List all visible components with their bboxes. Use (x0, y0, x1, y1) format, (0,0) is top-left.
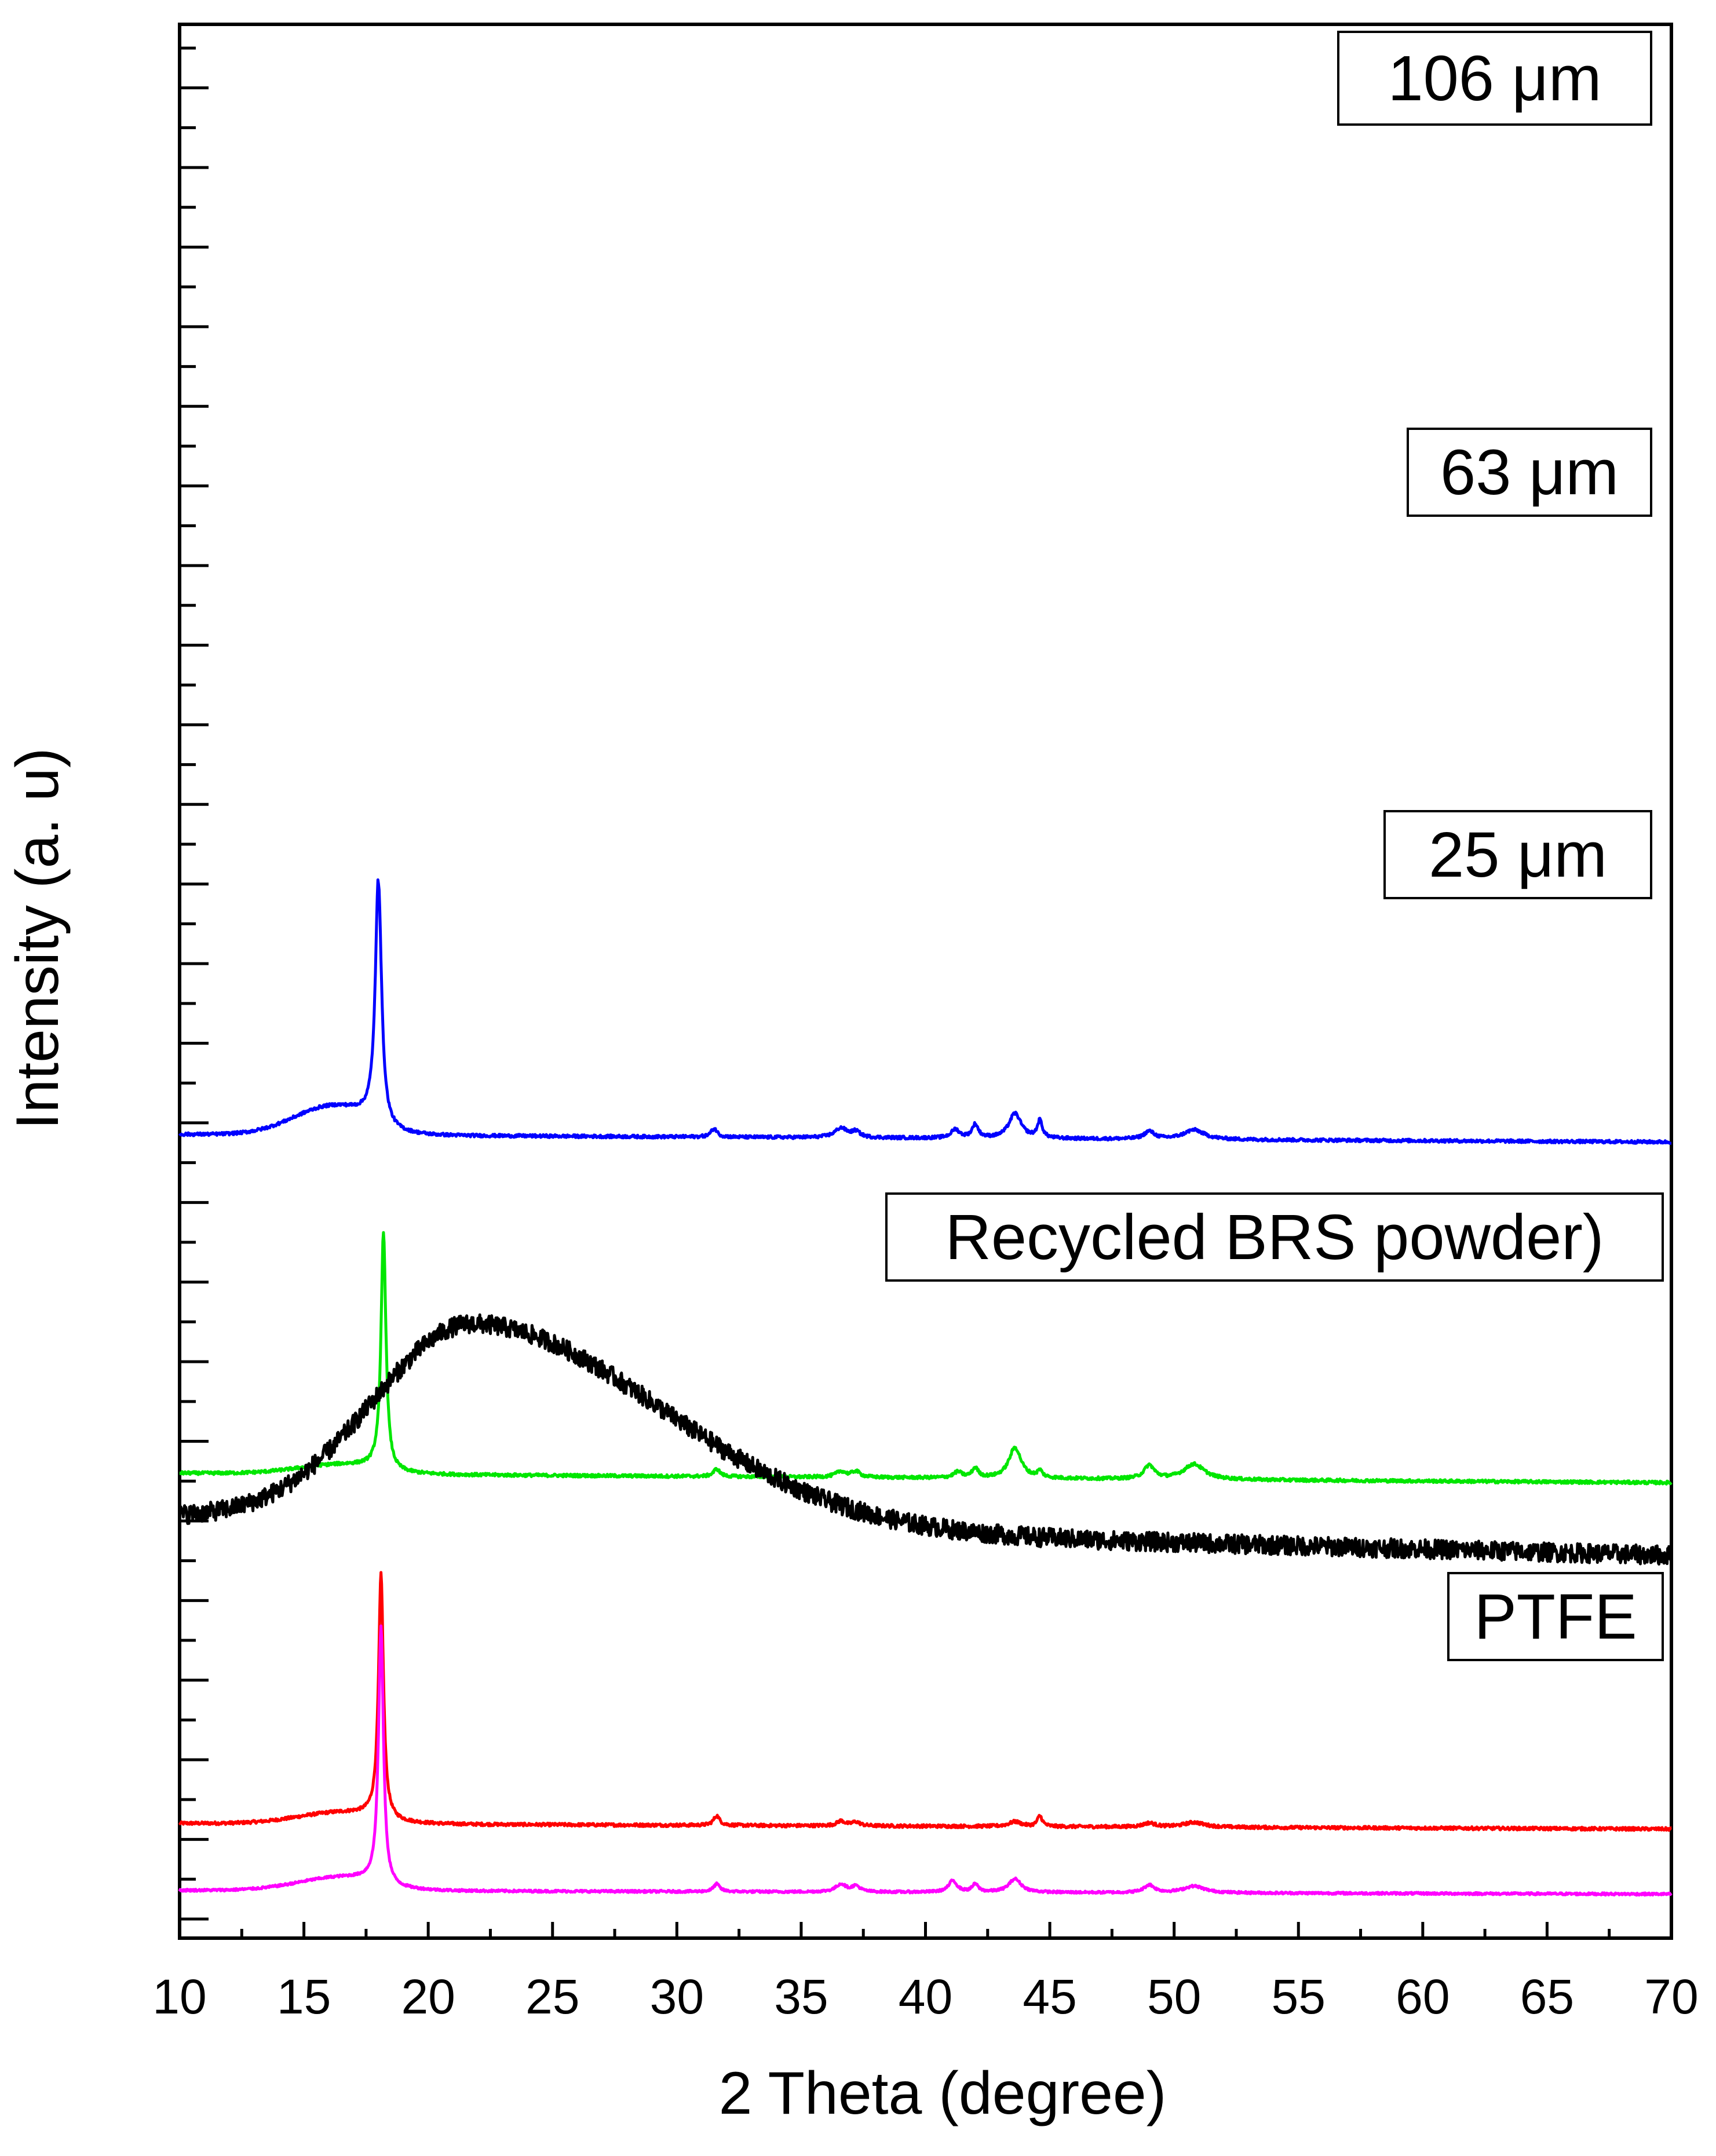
series-layer (178, 878, 1673, 1897)
x-tick-label: 25 (525, 1969, 579, 2024)
legend-label: 25 μm (1429, 819, 1607, 891)
x-tick-label: 45 (1023, 1969, 1076, 2024)
legend-box-1: 63 μm (1407, 428, 1652, 517)
x-tick-label: 50 (1147, 1969, 1201, 2024)
series-line-2 (178, 878, 1673, 1145)
legend-box-4: PTFE (1447, 1572, 1664, 1661)
x-tick-label: 40 (899, 1969, 952, 2024)
legend-label: 106 μm (1388, 43, 1601, 114)
x-axis-title: 2 Theta (degree) (719, 2060, 1167, 2127)
legend-label: PTFE (1474, 1581, 1637, 1652)
x-tick-label: 60 (1396, 1969, 1450, 2024)
legend-frame (1407, 428, 1652, 517)
x-tick-label: 55 (1272, 1969, 1326, 2024)
x-tick-label: 30 (650, 1969, 704, 2024)
x-tick-label: 20 (401, 1969, 455, 2024)
legend-frame (1383, 810, 1652, 899)
series-line-0 (178, 1571, 1673, 1832)
x-tick-label: 10 (152, 1969, 206, 2024)
legend-label: 63 μm (1440, 437, 1619, 508)
series-line-3 (178, 1313, 1673, 1566)
legend-frame (1447, 1572, 1664, 1661)
series-line-4 (178, 1624, 1673, 1897)
legend-box-0: 106 μm (1337, 31, 1652, 126)
x-tick-label: 15 (277, 1969, 331, 2024)
y-axis-ticks (180, 46, 209, 1921)
legend-box-3: Recycled BRS powder) (885, 1192, 1664, 1282)
x-tick-label: 35 (774, 1969, 828, 2024)
x-axis-ticks: 10 15 20 25 30 35 40 45 50 55 60 65 70 (152, 1922, 1699, 2024)
legend-frame (1337, 31, 1652, 126)
y-axis-title: Intensity (a. u) (4, 748, 71, 1130)
series-line-1 (178, 1231, 1673, 1486)
legend-label: Recycled BRS powder) (945, 1202, 1604, 1273)
x-tick-label: 70 (1644, 1969, 1698, 2024)
x-tick-label: 65 (1520, 1969, 1574, 2024)
legend-box-2: 25 μm (1383, 810, 1652, 899)
legend-layer: 106 μm 63 μm 25 μm Recycled BRS powder) PTFE (885, 31, 1664, 1661)
legend-frame (885, 1192, 1664, 1282)
